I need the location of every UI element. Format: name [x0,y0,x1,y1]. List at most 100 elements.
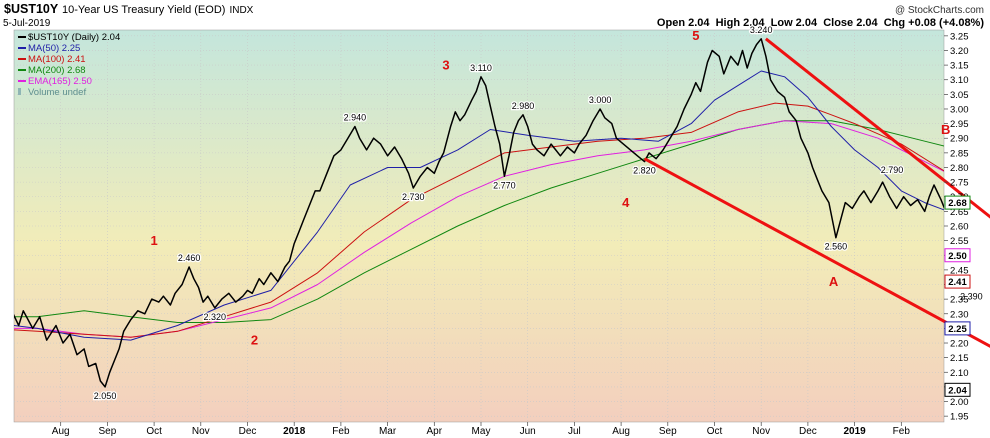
wave-label: 5 [692,28,699,43]
trendlines [643,37,990,348]
price-annotation: 2.980 [512,101,535,111]
value-tag-text: 2.68 [948,198,967,209]
x-tick-label: Nov [192,426,210,437]
x-tick-label: Aug [52,426,70,437]
x-axis: Aug Sep Oct Nov Dec 2018 Feb Mar Apr May Jun Jul Aug… [52,422,911,437]
legend-swatch-volume [18,88,21,95]
y-tick-label: 3.15 [950,61,969,72]
price-annotation: 2.460 [178,253,201,263]
chart-title-name: 10-Year US Treasury Yield (EOD) INDX [62,4,254,16]
legend-label-price: $UST10Y (Daily) 2.04 [28,32,120,43]
wave-label: 3 [442,57,449,72]
legend-label-volume: Volume undef [28,87,86,98]
wave-labels: 12345ABC ? [150,28,950,347]
y-tick-label: 2.80 [950,163,969,174]
trendline-2 [764,37,990,219]
y-tick-label: 2.60 [950,222,969,233]
y-tick-label: 2.85 [950,148,969,159]
wave-label: A [829,274,839,289]
data-series [14,38,944,388]
value-tag-box [944,321,971,336]
legend-label-ma200: MA(200) 2.68 [28,65,86,76]
x-tick-label: Dec [799,426,817,437]
y-tick-label: 2.30 [950,309,969,320]
x-tick-label: May [472,426,491,437]
x-tick-label: Apr [427,426,443,437]
value-tag-text: 2.41 [948,277,967,288]
value-tag-text: 2.50 [948,251,967,262]
chart-title-exchange: INDX [229,5,253,16]
y-tick-label: 2.15 [950,353,969,364]
legend-label-ma50: MA(50) 2.25 [28,43,80,54]
value-tags: 2.68 2.50 2.41 2.25 2.04 [944,195,971,397]
plot-area: 3.240 3.110 3.000 2.980 2.940 2.820 2.790 2.770… [13,24,990,423]
y-tick-label: 3.05 [950,90,969,101]
series-line-price [14,38,944,388]
y-tick-label: 2.90 [950,134,969,145]
price-annotation: 3.000 [589,95,612,105]
y-tick-label: 2.65 [950,207,969,218]
y-tick-label: 3.00 [950,104,969,115]
chart-title-symbol: $UST10Y [4,2,59,16]
x-tick-label: Sep [99,426,117,437]
x-tick-label: Feb [332,426,350,437]
y-axis: 1.952.002.052.102.152.202.252.302.352.40… [944,31,969,423]
chart-date: 5-Jul-2019 [3,18,51,29]
x-tick-label: Oct [707,426,723,437]
value-tag-box [944,195,971,210]
x-tick-label: Jun [520,426,536,437]
price-annotation: 2.820 [633,166,656,176]
value-tag-box [944,248,971,263]
y-tick-label: 2.75 [950,178,969,189]
y-tick-label: 3.20 [950,46,969,57]
price-annotation: 2.320 [204,312,227,322]
price-annotation: 2.940 [344,113,367,123]
ohlc-readout: Open 2.04 High 2.04 Low 2.04 Close 2.04 … [657,17,984,29]
x-tick-label: Oct [146,426,162,437]
x-tick-label: 2018 [283,426,306,437]
legend-label-ema165: EMA(165) 2.50 [28,76,92,87]
wave-label: 2 [251,332,258,347]
x-tick-label: Dec [239,426,257,437]
price-annotation: 2.390 [960,291,983,301]
y-tick-label: 2.20 [950,339,969,350]
y-tick-label: 2.95 [950,119,969,130]
x-tick-label: Sep [659,426,677,437]
wave-label: 4 [622,195,630,210]
price-annotation: 2.560 [825,242,848,252]
price-annotation: 2.770 [493,180,516,190]
x-tick-label: Jul [568,426,581,437]
value-tag-box [944,382,971,397]
wave-label: B [941,122,950,137]
wave-label: 1 [150,233,157,248]
x-tick-label: Aug [612,426,630,437]
y-tick-label: 2.55 [950,236,969,247]
y-tick-label: 1.95 [950,412,969,423]
y-tick-label: 2.10 [950,368,969,379]
legend-label-ma100: MA(100) 2.41 [28,54,86,65]
x-tick-label: Feb [893,426,911,437]
series-line-ma100 [14,102,944,338]
price-annotation: 2.050 [94,391,117,401]
price-annotation: 2.730 [402,192,425,202]
y-tick-label: 3.10 [950,75,969,86]
series-line-ma50 [14,70,944,341]
x-tick-label: 2019 [843,426,866,437]
chart-title-text: 10-Year US Treasury Yield (EOD) [62,4,225,16]
price-annotation: 2.790 [881,165,904,175]
value-tag-text: 2.04 [948,385,967,396]
series-line-ma200 [14,120,944,323]
price-annotations: 3.240 3.110 3.000 2.980 2.940 2.820 2.790 2.770… [93,24,984,403]
x-tick-label: Mar [379,426,397,437]
y-tick-label: 3.25 [950,31,969,42]
value-tag-text: 2.25 [948,324,967,335]
y-tick-label: 2.00 [950,397,969,408]
price-annotation: 3.110 [470,63,492,73]
price-annotation: 3.240 [750,25,773,35]
watermark: @ StockCharts.com [895,5,984,16]
value-tag-box [944,274,971,289]
x-tick-label: Nov [752,426,770,437]
y-tick-label: 2.45 [950,265,969,276]
